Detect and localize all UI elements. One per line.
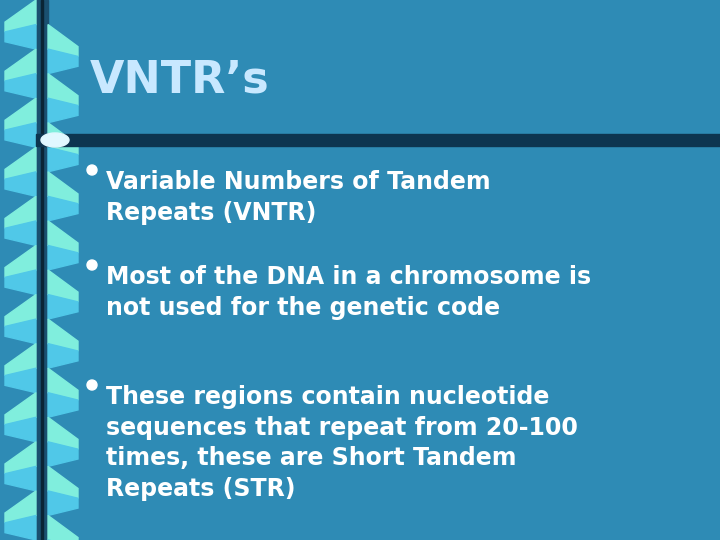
Polygon shape (5, 49, 36, 81)
Polygon shape (48, 221, 78, 253)
Polygon shape (5, 197, 36, 228)
Text: These regions contain nucleotide
sequences that repeat from 20-100
times, these : These regions contain nucleotide sequenc… (106, 385, 578, 501)
Polygon shape (48, 49, 78, 73)
Polygon shape (5, 467, 36, 491)
Polygon shape (48, 368, 78, 400)
Polygon shape (48, 24, 78, 57)
Polygon shape (5, 73, 36, 98)
Bar (36, 134, 720, 146)
Polygon shape (48, 343, 78, 368)
Bar (36, 0, 48, 540)
Polygon shape (5, 270, 36, 294)
Polygon shape (48, 467, 78, 498)
Polygon shape (5, 368, 36, 393)
Polygon shape (5, 343, 36, 375)
Circle shape (87, 380, 97, 390)
Polygon shape (48, 417, 78, 449)
Polygon shape (48, 491, 78, 516)
Circle shape (87, 165, 97, 175)
Polygon shape (5, 0, 36, 32)
Polygon shape (48, 516, 78, 540)
Polygon shape (48, 147, 78, 172)
Polygon shape (48, 98, 78, 123)
Polygon shape (5, 147, 36, 179)
Polygon shape (5, 172, 36, 197)
Polygon shape (5, 246, 36, 278)
Polygon shape (5, 393, 36, 424)
Polygon shape (5, 442, 36, 474)
Polygon shape (5, 294, 36, 327)
Bar (41, 0, 43, 540)
Polygon shape (48, 123, 78, 154)
Polygon shape (48, 294, 78, 319)
Polygon shape (5, 123, 36, 147)
Polygon shape (48, 172, 78, 204)
Polygon shape (5, 319, 36, 343)
Circle shape (87, 260, 97, 270)
Text: Most of the DNA in a chromosome is
not used for the genetic code: Most of the DNA in a chromosome is not u… (106, 265, 591, 320)
Ellipse shape (41, 133, 69, 147)
Polygon shape (48, 393, 78, 417)
Polygon shape (5, 98, 36, 130)
Polygon shape (48, 442, 78, 467)
Polygon shape (5, 491, 36, 523)
Polygon shape (5, 516, 36, 540)
Polygon shape (48, 270, 78, 302)
Polygon shape (48, 197, 78, 221)
Polygon shape (5, 24, 36, 49)
Text: Variable Numbers of Tandem
Repeats (VNTR): Variable Numbers of Tandem Repeats (VNTR… (106, 170, 490, 225)
Text: VNTR’s: VNTR’s (90, 58, 270, 102)
Polygon shape (48, 73, 78, 105)
Polygon shape (48, 246, 78, 270)
Polygon shape (5, 417, 36, 442)
Polygon shape (5, 221, 36, 246)
Polygon shape (48, 319, 78, 351)
